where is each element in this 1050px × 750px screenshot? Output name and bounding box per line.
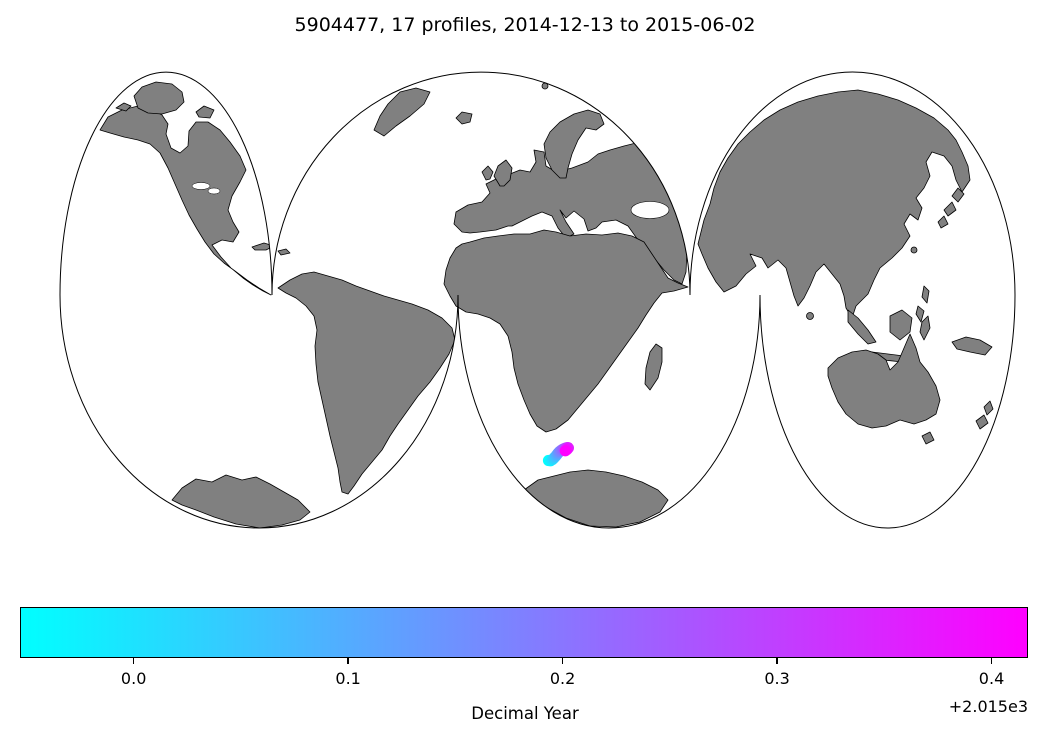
madagascar [644, 343, 663, 391]
taiwan [910, 246, 918, 254]
colorbar-tick-label: 0.0 [120, 669, 147, 688]
ireland [481, 165, 494, 181]
philippines-north [921, 285, 930, 304]
landmass-greenland [133, 81, 185, 115]
projection-boundary-stroke [59, 71, 1016, 529]
hispaniola [277, 248, 291, 256]
landmass-east-greenland [373, 87, 431, 137]
new-guinea [951, 336, 993, 356]
philippines-south [915, 305, 925, 323]
black-sea [630, 201, 670, 219]
colorbar-tick-mark [133, 658, 135, 664]
great-lakes-east [207, 187, 221, 195]
world-map [59, 71, 1016, 529]
japan-north [951, 187, 965, 203]
tasmania [921, 431, 935, 445]
baffin-island [195, 105, 215, 119]
japan-south [937, 215, 949, 229]
landmass-europe-middle-east [453, 139, 690, 285]
colorbar-tick-label: 0.4 [978, 669, 1005, 688]
japan-main [943, 201, 957, 217]
landmass-south-america [277, 271, 456, 495]
colorbar-tick-label: 0.3 [764, 669, 790, 688]
colorbar-tick-mark [561, 658, 564, 664]
landmass-scandinavia [543, 109, 605, 179]
sri-lanka [806, 312, 814, 320]
borneo [889, 309, 913, 341]
colorbar-tick-mark [776, 658, 778, 664]
great-lakes [191, 182, 211, 190]
colorbar [20, 607, 1028, 658]
colorbar-tick-mark [347, 658, 349, 664]
colorbar-tick-label: 0.2 [549, 669, 576, 688]
antarctica-west [171, 474, 311, 529]
landmass-asia [697, 89, 971, 319]
arctic-island-west [115, 102, 132, 112]
colorbar-tick-mark [990, 658, 993, 664]
landmass-africa [443, 229, 689, 433]
profile-points [542, 442, 575, 467]
antarctica-central [523, 469, 669, 528]
iceland [455, 111, 473, 125]
figure-title: 5904477, 17 profiles, 2014-12-13 to 2015… [294, 14, 756, 36]
colorbar-axis-label: Decimal Year [471, 704, 579, 723]
landmass-north-america [99, 105, 272, 296]
great-britain [493, 159, 513, 187]
landmass-australia [827, 333, 941, 429]
landmasses [99, 81, 994, 529]
sulawesi [919, 315, 931, 341]
new-zealand-south [975, 414, 989, 430]
profile-dot [559, 445, 571, 457]
sumatra [847, 309, 877, 345]
colorbar-tick-label: 0.1 [335, 669, 361, 688]
new-zealand-north [983, 400, 994, 416]
colorbar-offset-text: +2.015e3 [948, 697, 1028, 716]
